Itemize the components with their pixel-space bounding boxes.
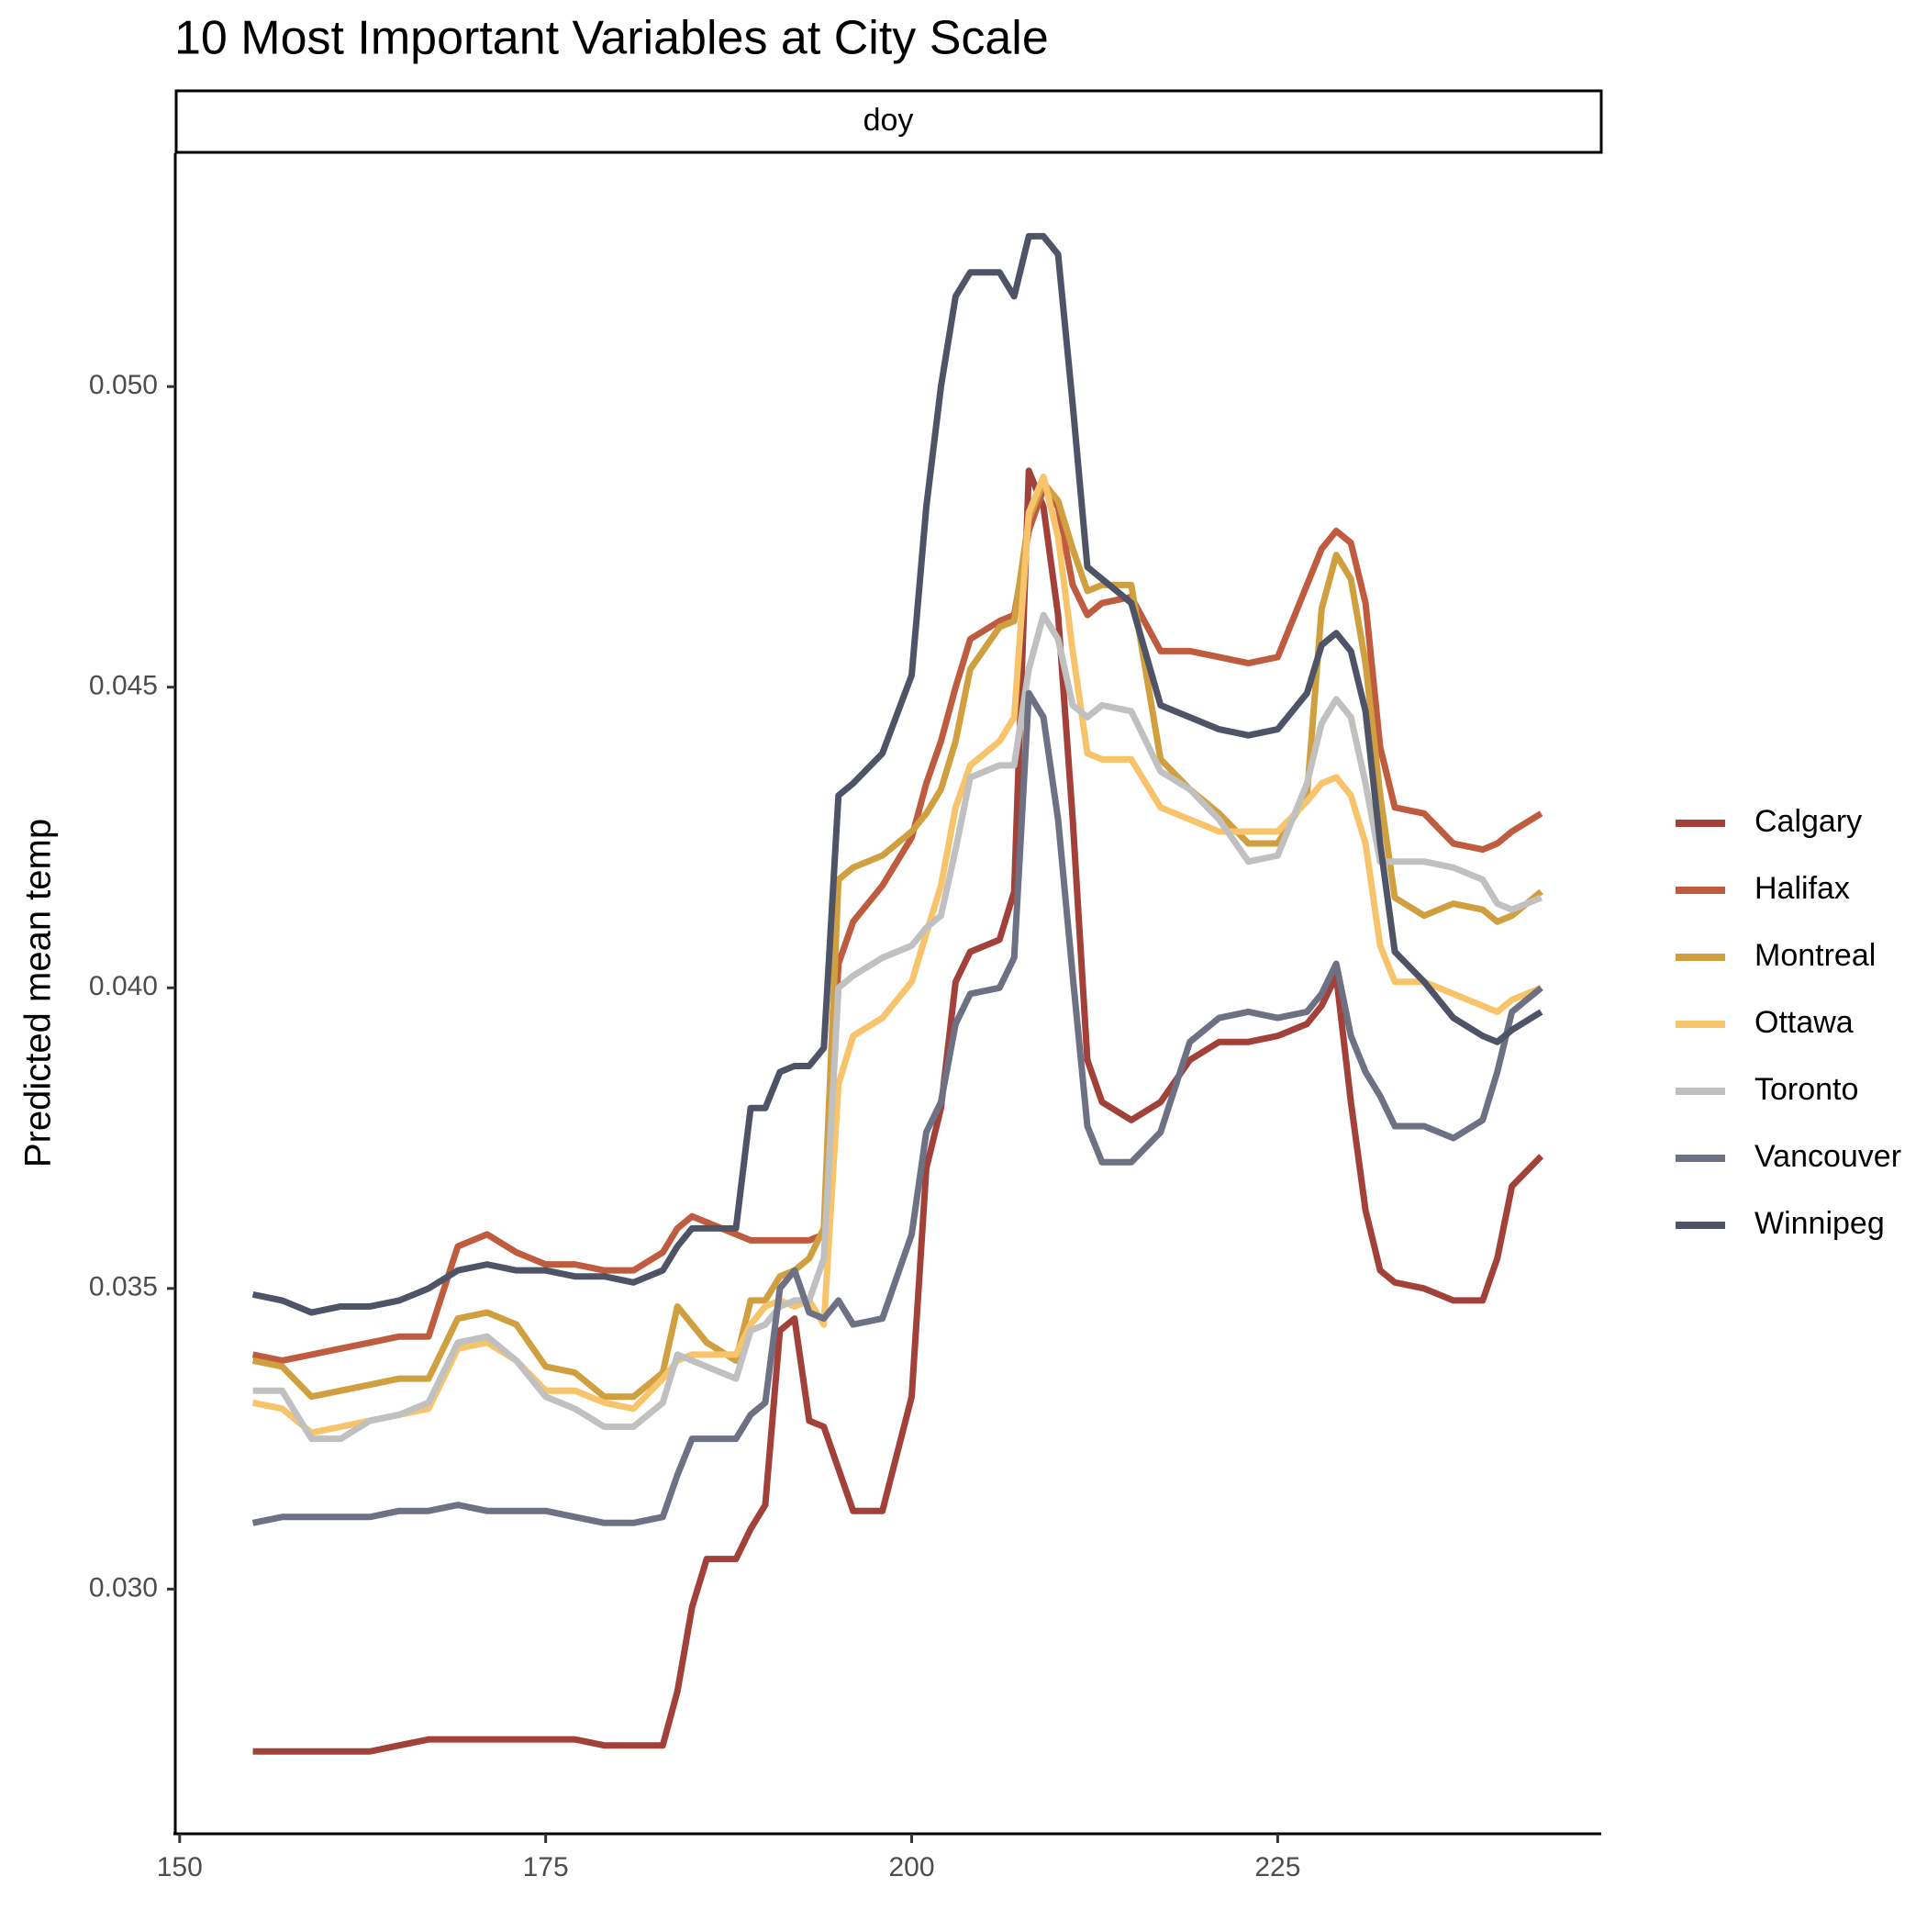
- x-tick-label: 200: [888, 1852, 934, 1882]
- series-line: [251, 689, 1543, 1526]
- x-tick-label: 150: [157, 1852, 203, 1882]
- chart-title: 10 Most Important Variables at City Scal…: [174, 12, 1049, 65]
- x-tick-label: 175: [523, 1852, 569, 1882]
- y-tick-label: 0.040: [89, 971, 158, 1001]
- y-tick-label: 0.035: [89, 1272, 158, 1302]
- facet-strip: [174, 89, 1603, 154]
- facet-label: doy: [863, 103, 914, 138]
- x-tick-label: 225: [1254, 1852, 1300, 1882]
- legend-label: Vancouver: [1754, 1139, 1901, 1174]
- legend-label: Calgary: [1754, 804, 1862, 839]
- series-line: [251, 486, 1543, 1364]
- legend-label: Ottawa: [1754, 1005, 1854, 1040]
- series-line: [251, 479, 1543, 1401]
- y-tick-label: 0.030: [89, 1572, 158, 1603]
- series-line: [251, 232, 1543, 1316]
- legend-label: Halifax: [1754, 871, 1850, 906]
- y-tick-label: 0.045: [89, 671, 158, 701]
- series-line: [252, 611, 1543, 1443]
- legend-label: Montreal: [1754, 938, 1876, 973]
- series-line: [252, 467, 1544, 1755]
- y-tick-label: 0.050: [89, 370, 158, 400]
- legend-label: Toronto: [1754, 1072, 1858, 1107]
- legend-label: Winnipeg: [1754, 1206, 1885, 1241]
- y-axis-title: Predicted mean temp: [18, 819, 59, 1167]
